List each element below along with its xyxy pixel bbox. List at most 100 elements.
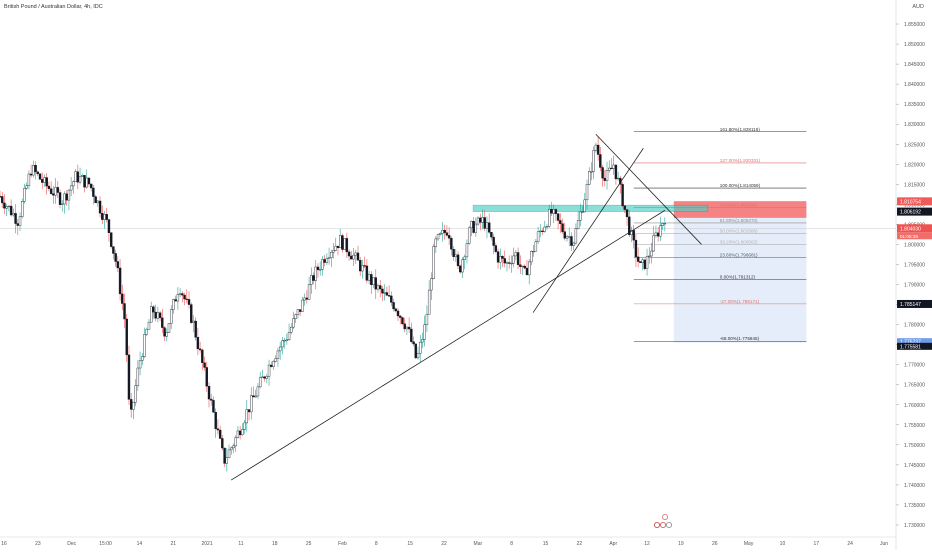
candle[interactable] bbox=[367, 274, 371, 281]
candle[interactable] bbox=[550, 208, 553, 214]
candle[interactable] bbox=[118, 267, 122, 295]
candle[interactable] bbox=[25, 185, 28, 189]
candle[interactable] bbox=[532, 250, 535, 253]
candle[interactable] bbox=[167, 323, 171, 333]
candle[interactable] bbox=[316, 266, 320, 271]
candle[interactable] bbox=[401, 317, 404, 324]
candle[interactable] bbox=[178, 293, 182, 295]
candle[interactable] bbox=[419, 341, 422, 354]
candle[interactable] bbox=[29, 173, 33, 176]
candle[interactable] bbox=[481, 217, 484, 223]
candle[interactable] bbox=[450, 238, 453, 250]
candle[interactable] bbox=[107, 219, 111, 233]
candle[interactable] bbox=[439, 233, 442, 235]
candle[interactable] bbox=[61, 203, 64, 205]
channel-trendline[interactable] bbox=[532, 148, 644, 313]
falling-trendline[interactable] bbox=[595, 133, 702, 245]
candle[interactable] bbox=[301, 299, 304, 312]
candle[interactable] bbox=[639, 261, 642, 263]
candle[interactable] bbox=[452, 249, 455, 257]
candle[interactable] bbox=[238, 430, 242, 436]
candle[interactable] bbox=[156, 312, 160, 319]
candle[interactable] bbox=[568, 236, 571, 238]
candle[interactable] bbox=[496, 251, 500, 263]
candle[interactable] bbox=[459, 265, 462, 273]
candle[interactable] bbox=[487, 222, 491, 233]
candle[interactable] bbox=[372, 277, 375, 285]
candle[interactable] bbox=[132, 402, 135, 410]
candle[interactable] bbox=[230, 447, 233, 451]
candle[interactable] bbox=[5, 206, 8, 209]
candle[interactable] bbox=[443, 229, 446, 233]
candle[interactable] bbox=[223, 447, 226, 464]
candle[interactable] bbox=[325, 258, 329, 263]
stop-price-marker[interactable] bbox=[897, 197, 932, 206]
candle[interactable] bbox=[41, 179, 44, 183]
price-axis[interactable] bbox=[896, 0, 932, 550]
candle[interactable] bbox=[350, 255, 353, 260]
candle[interactable] bbox=[254, 395, 257, 398]
candle[interactable] bbox=[112, 246, 115, 254]
last-close-marker[interactable] bbox=[897, 224, 932, 233]
candle[interactable] bbox=[632, 230, 635, 241]
candle[interactable] bbox=[525, 267, 529, 276]
candle[interactable] bbox=[7, 205, 11, 208]
candle[interactable] bbox=[58, 192, 62, 205]
candle[interactable] bbox=[403, 323, 406, 330]
candle[interactable] bbox=[625, 209, 629, 218]
candle[interactable] bbox=[474, 223, 478, 233]
candle[interactable] bbox=[465, 243, 469, 258]
candle[interactable] bbox=[267, 364, 271, 377]
candle[interactable] bbox=[603, 177, 606, 181]
candle[interactable] bbox=[507, 262, 511, 264]
candle[interactable] bbox=[392, 302, 395, 310]
event-icon[interactable] bbox=[662, 514, 669, 521]
candle[interactable] bbox=[94, 196, 97, 204]
candle[interactable] bbox=[203, 362, 206, 368]
candle[interactable] bbox=[307, 284, 311, 300]
candle[interactable] bbox=[287, 332, 291, 341]
candle[interactable] bbox=[583, 199, 586, 212]
candle[interactable] bbox=[430, 278, 433, 291]
candle[interactable] bbox=[265, 376, 269, 379]
candle[interactable] bbox=[445, 232, 449, 236]
candle[interactable] bbox=[294, 314, 297, 319]
candle[interactable] bbox=[134, 385, 137, 403]
candle[interactable] bbox=[534, 241, 538, 252]
candle[interactable] bbox=[258, 377, 262, 388]
candle[interactable] bbox=[310, 275, 313, 285]
candle[interactable] bbox=[425, 314, 429, 325]
candle[interactable] bbox=[472, 220, 475, 233]
candle[interactable] bbox=[414, 343, 417, 359]
candle[interactable] bbox=[192, 320, 195, 323]
candle[interactable] bbox=[185, 298, 188, 300]
candle[interactable] bbox=[54, 187, 57, 196]
candle[interactable] bbox=[16, 223, 19, 226]
candle[interactable] bbox=[18, 216, 22, 226]
candle[interactable] bbox=[559, 220, 562, 224]
candle[interactable] bbox=[98, 200, 102, 214]
candle[interactable] bbox=[198, 348, 202, 351]
candle[interactable] bbox=[274, 358, 277, 362]
candle[interactable] bbox=[334, 245, 337, 251]
candle[interactable] bbox=[154, 311, 157, 319]
candle[interactable] bbox=[87, 177, 91, 185]
candle[interactable] bbox=[212, 400, 215, 413]
candle[interactable] bbox=[436, 234, 440, 240]
candle[interactable] bbox=[336, 245, 340, 249]
candle[interactable] bbox=[114, 253, 117, 262]
candle[interactable] bbox=[543, 226, 546, 232]
candle[interactable] bbox=[610, 167, 613, 170]
candle[interactable] bbox=[147, 321, 151, 330]
candle[interactable] bbox=[416, 352, 420, 359]
candle[interactable] bbox=[263, 376, 266, 379]
candle[interactable] bbox=[52, 193, 55, 196]
candle[interactable] bbox=[105, 214, 108, 220]
candle[interactable] bbox=[34, 165, 37, 173]
candle[interactable] bbox=[21, 201, 24, 217]
candle[interactable] bbox=[321, 259, 324, 270]
candle[interactable] bbox=[530, 251, 533, 263]
candle[interactable] bbox=[314, 266, 317, 281]
candle[interactable] bbox=[539, 230, 542, 233]
